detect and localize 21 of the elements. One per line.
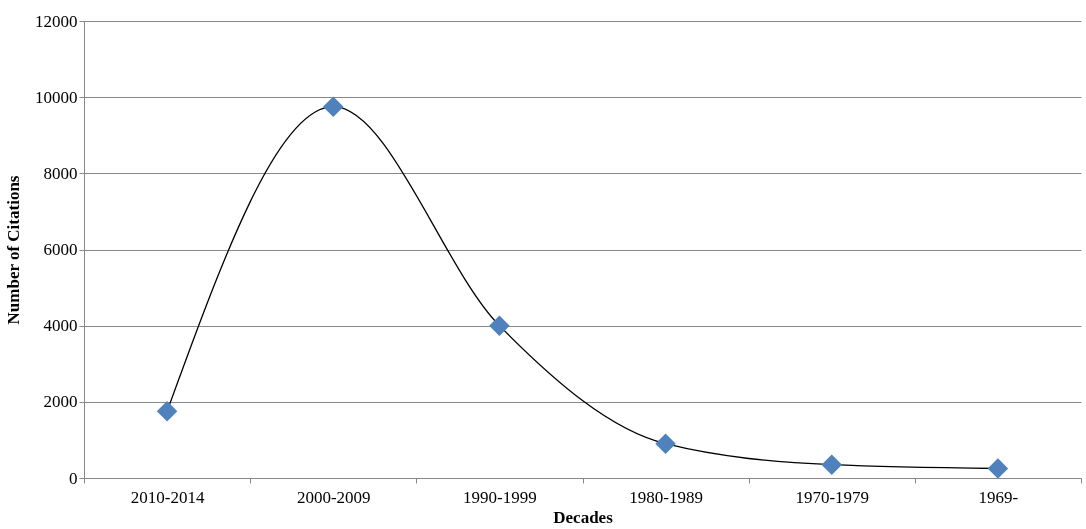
point xyxy=(156,401,178,422)
y-tick-label: 6000 xyxy=(43,240,78,259)
y-tick-label: 10000 xyxy=(35,87,78,107)
y-tick-label: 2000 xyxy=(43,392,78,412)
y-tick-label: 4000 xyxy=(43,316,78,336)
x-tick-label: 1969- xyxy=(978,487,1019,507)
x-tick-label: 1970-1979 xyxy=(795,487,870,507)
y-axis-title: Number of Citations xyxy=(4,175,23,325)
x-tick-label: 2000-2009 xyxy=(296,487,371,507)
y-tick-label: 0 xyxy=(69,468,78,488)
point xyxy=(323,96,344,117)
x-tick-label: 1990-1999 xyxy=(463,487,537,507)
point xyxy=(821,454,842,475)
point xyxy=(987,458,1009,478)
point xyxy=(489,315,510,336)
y-tick-label: 12000 xyxy=(35,11,78,31)
point xyxy=(655,433,676,454)
x-tick-label: 1980-1989 xyxy=(629,487,703,507)
x-tick-label: 2010-2014 xyxy=(130,487,205,507)
y-tick-label: 8000 xyxy=(43,163,78,183)
x-axis-title: Decades xyxy=(553,507,614,527)
